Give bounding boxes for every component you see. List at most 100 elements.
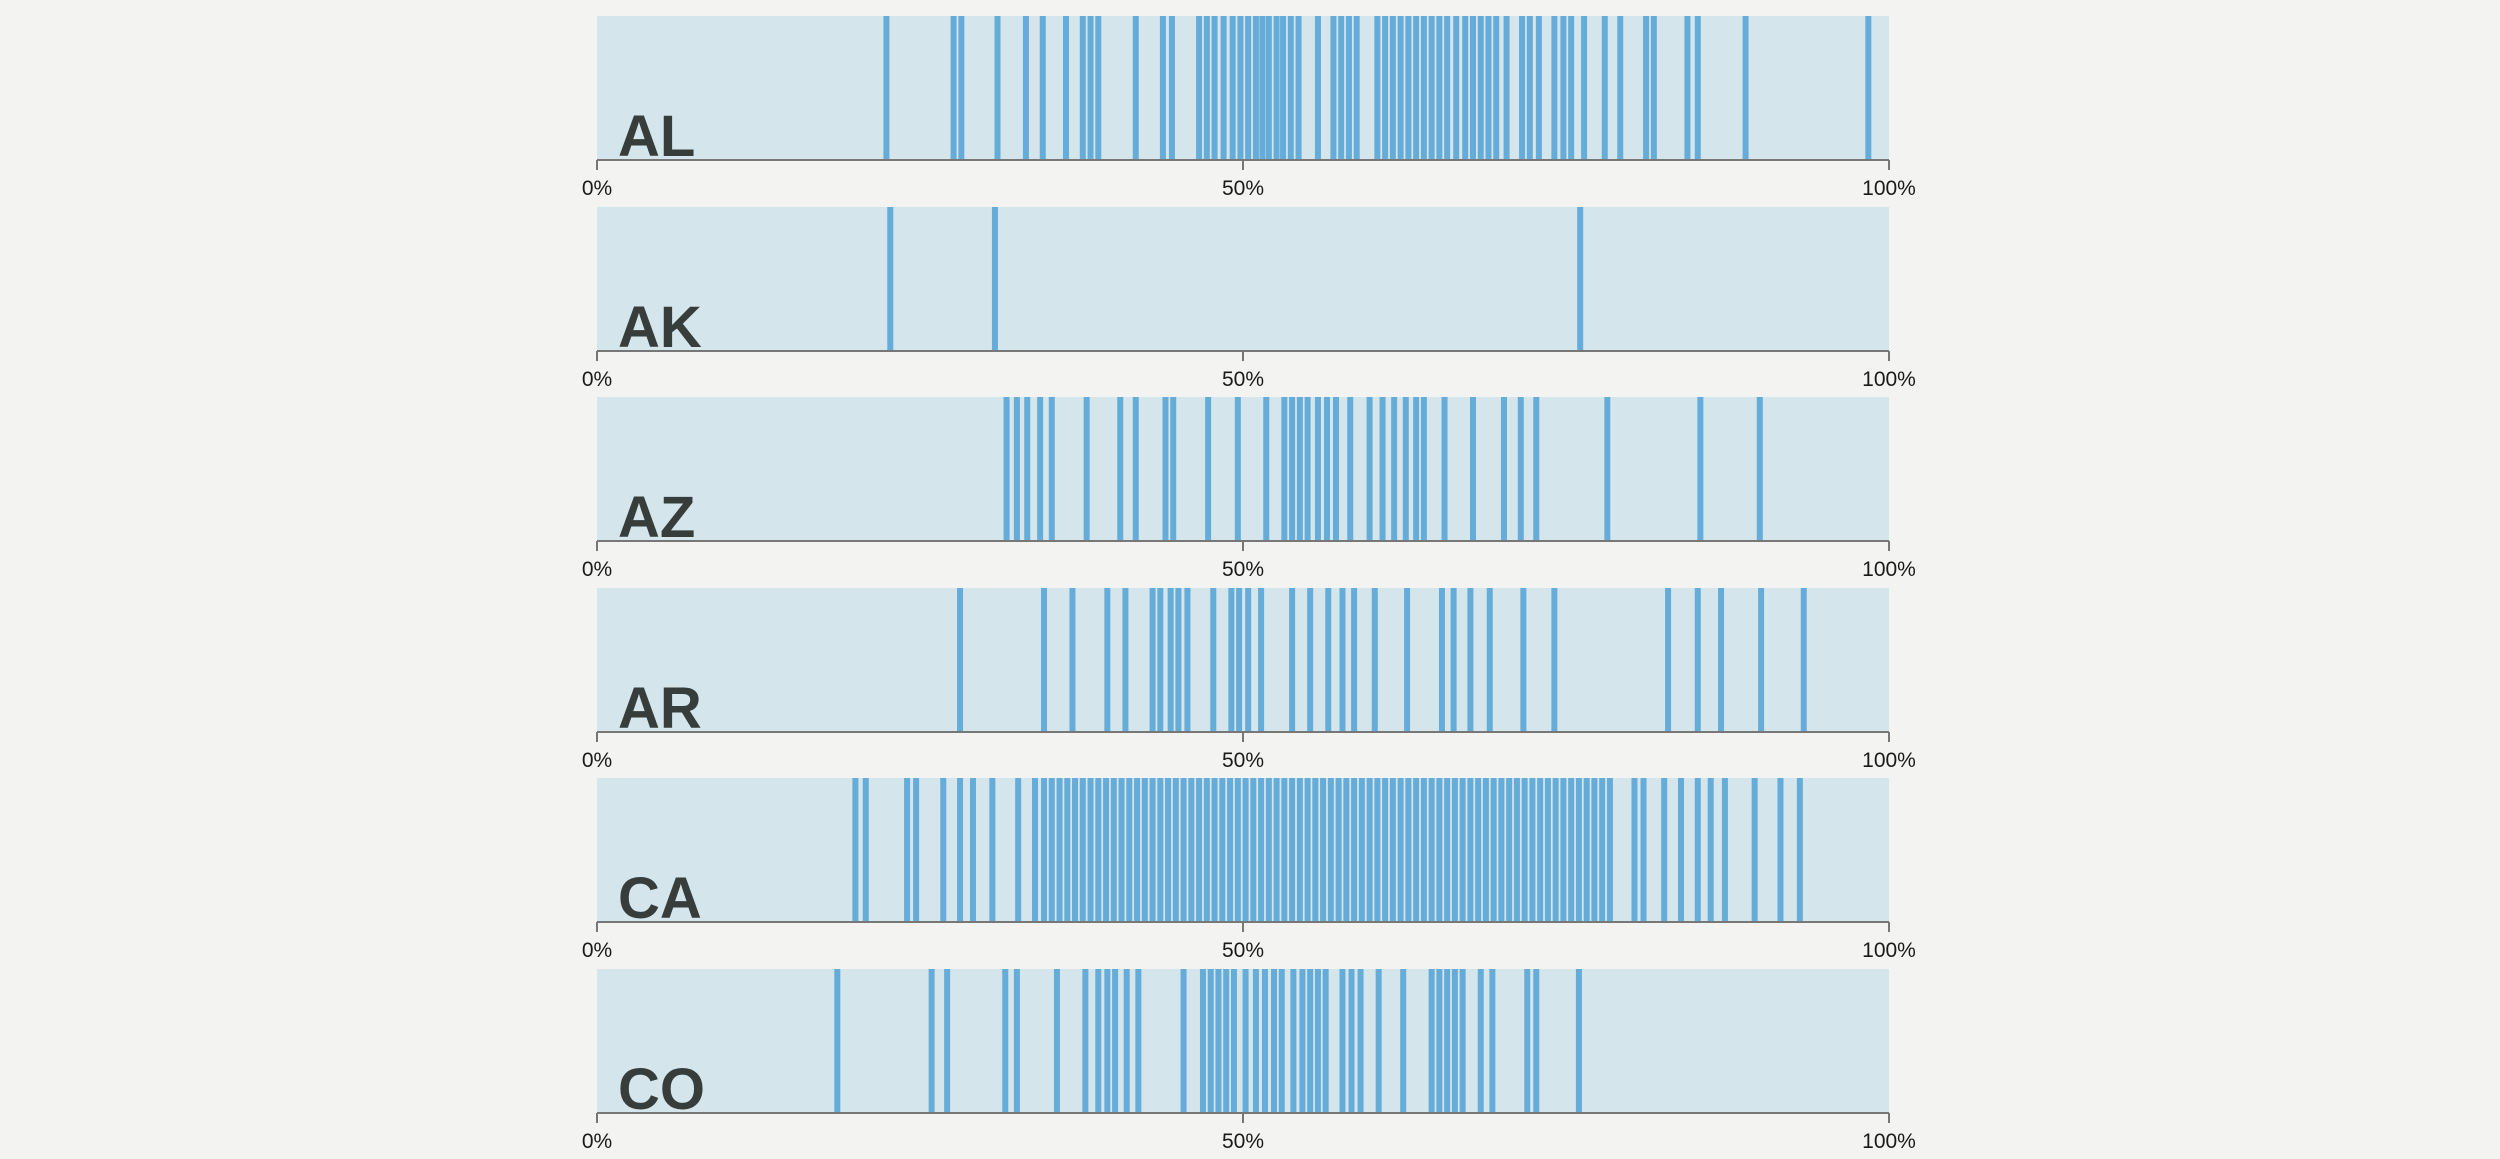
strip-mark xyxy=(1273,16,1280,160)
strip-mark xyxy=(1168,16,1175,160)
strip-mark xyxy=(940,778,947,923)
strip-mark xyxy=(1533,397,1540,542)
strip-mark xyxy=(1278,969,1285,1113)
strip-mark xyxy=(1436,16,1443,160)
strip-mark xyxy=(1290,969,1297,1113)
strip-mark xyxy=(1684,16,1691,160)
state-strip-chart: 0% 50% 100% AZ xyxy=(580,397,1920,587)
strip-mark xyxy=(1677,778,1684,923)
strip-mark xyxy=(1258,778,1265,923)
strip-mark xyxy=(1327,778,1334,923)
strip-mark xyxy=(1353,16,1360,160)
strip-mark xyxy=(1493,16,1500,160)
strip-mark xyxy=(1304,778,1311,923)
strip-mark xyxy=(1083,397,1090,542)
strip-mark xyxy=(1296,778,1303,923)
strip-mark xyxy=(1643,16,1650,160)
strip-mark xyxy=(1413,16,1420,160)
state-label: AK xyxy=(618,295,702,360)
x-tick-label: 0% xyxy=(582,368,612,391)
state-strip-chart: 0% 50% 100% AL xyxy=(580,16,1920,206)
strip-mark xyxy=(1601,16,1608,160)
x-tick-label: 100% xyxy=(1862,177,1916,200)
strip-mark xyxy=(904,778,911,923)
strip-mark xyxy=(1428,969,1435,1113)
strip-mark xyxy=(1242,778,1249,923)
strip-mark xyxy=(1207,969,1214,1113)
strip-mark xyxy=(1322,969,1329,1113)
strip-mark xyxy=(1405,778,1412,923)
strip-mark xyxy=(1451,969,1458,1113)
strip-mark xyxy=(1210,587,1217,732)
strip-mark xyxy=(1382,778,1389,923)
strip-mark xyxy=(1307,587,1314,732)
strip-mark xyxy=(1199,969,1206,1113)
strip-mark xyxy=(1604,397,1611,542)
strip-chart-svg: 0% 50% 100% CA xyxy=(582,778,1916,962)
strip-mark xyxy=(1382,16,1389,160)
strip-mark xyxy=(1444,16,1451,160)
x-tick-label: 100% xyxy=(1862,749,1916,772)
strip-mark xyxy=(1469,16,1476,160)
strip-mark xyxy=(1777,778,1784,923)
strip-mark xyxy=(1132,397,1139,542)
strip-mark xyxy=(958,16,965,160)
strip-mark xyxy=(1022,16,1029,160)
x-tick-label: 50% xyxy=(1222,749,1264,772)
strip-mark xyxy=(1215,969,1222,1113)
strip-mark xyxy=(1281,397,1288,542)
strip-mark xyxy=(1400,969,1407,1113)
strip-chart-svg: 0% 50% 100% AR xyxy=(582,587,1916,772)
strip-mark xyxy=(1087,16,1094,160)
strip-mark xyxy=(1237,16,1244,160)
strip-mark xyxy=(1467,587,1474,732)
strip-mark xyxy=(1506,778,1513,923)
strip-mark xyxy=(1665,587,1672,732)
strip-mark xyxy=(1203,16,1210,160)
strip-mark xyxy=(1581,16,1588,160)
strip-mark xyxy=(1170,397,1177,542)
x-tick-label: 50% xyxy=(1222,558,1264,581)
strip-mark xyxy=(1203,778,1210,923)
strip-mark xyxy=(1526,16,1533,160)
strip-mark xyxy=(1312,778,1319,923)
strip-mark xyxy=(1519,16,1526,160)
strip-mark xyxy=(1490,778,1497,923)
strip-mark xyxy=(1420,778,1427,923)
strip-mark xyxy=(1265,16,1272,160)
strip-mark xyxy=(1444,778,1451,923)
strip-mark xyxy=(1345,16,1352,160)
strip-mark xyxy=(1544,778,1551,923)
strip-mark xyxy=(1568,16,1575,160)
strip-mark xyxy=(1707,778,1714,923)
strip-mark xyxy=(1196,16,1203,160)
strip-mark xyxy=(1263,397,1270,542)
strip-mark xyxy=(883,16,890,160)
strip-chart-svg: 0% 50% 100% CO xyxy=(582,969,1916,1153)
strip-mark xyxy=(1533,969,1540,1113)
strip-mark xyxy=(1537,778,1544,923)
strip-mark xyxy=(1072,778,1079,923)
x-tick-label: 100% xyxy=(1862,558,1916,581)
strip-mark xyxy=(1865,16,1872,160)
strip-mark xyxy=(1379,397,1386,542)
strip-mark xyxy=(1002,969,1009,1113)
strip-mark xyxy=(1575,969,1582,1113)
strip-mark xyxy=(1469,397,1476,542)
strip-mark xyxy=(1230,969,1237,1113)
strip-mark xyxy=(1031,778,1038,923)
strip-mark xyxy=(1223,969,1230,1113)
strip-mark xyxy=(1420,16,1427,160)
strip-mark xyxy=(1135,969,1142,1113)
strip-mark xyxy=(1069,587,1076,732)
state-label: CO xyxy=(618,1057,705,1122)
strip-mark xyxy=(1451,778,1458,923)
strip-mark xyxy=(1751,778,1758,923)
strip-mark xyxy=(1242,969,1249,1113)
strip-mark xyxy=(1475,778,1482,923)
strip-mark xyxy=(1577,206,1584,351)
strip-mark xyxy=(1397,778,1404,923)
strip-mark xyxy=(1041,778,1048,923)
strip-mark xyxy=(1003,397,1010,542)
strip-mark xyxy=(1351,778,1358,923)
